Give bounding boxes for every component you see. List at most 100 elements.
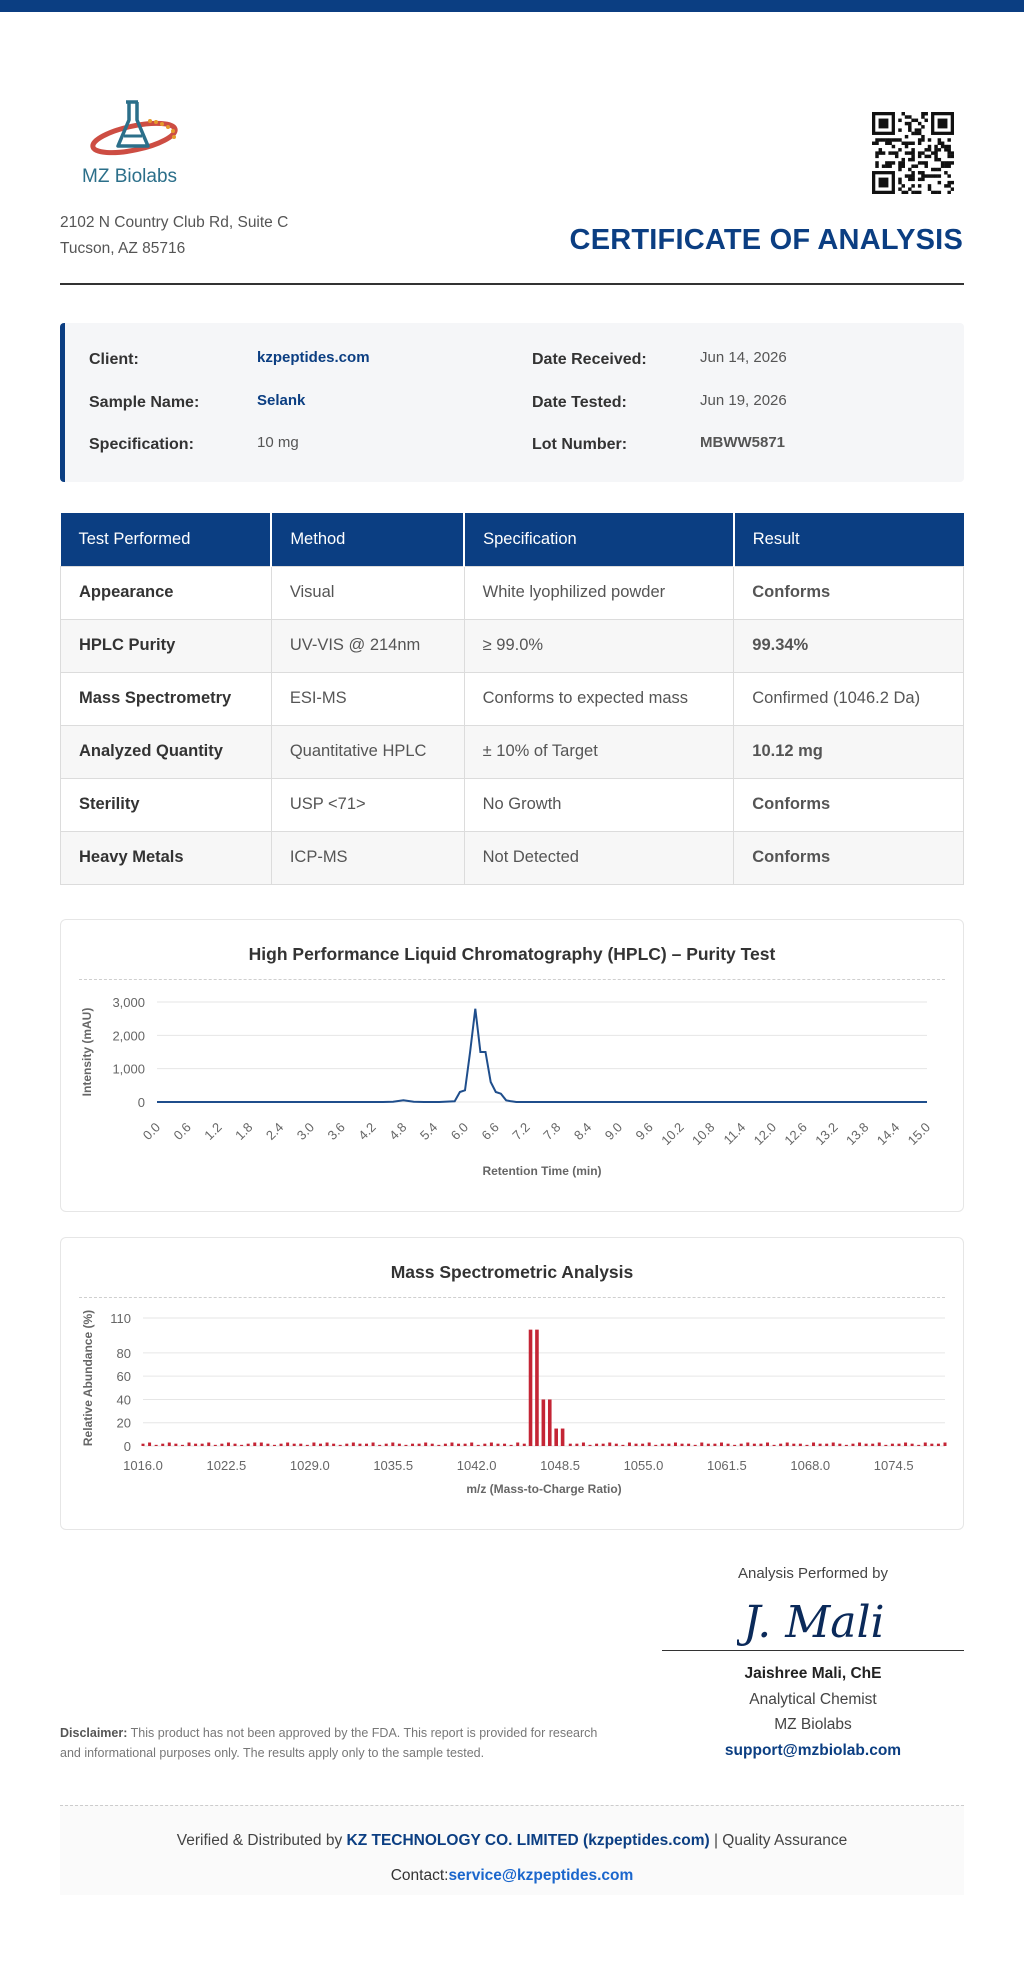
- x-tick-label: 1068.0: [790, 1458, 830, 1473]
- x-tick-label: 11.4: [721, 1120, 749, 1148]
- y-tick-label: 20: [117, 1416, 131, 1431]
- noise-bar: [673, 1442, 677, 1446]
- noise-bar: [351, 1442, 355, 1446]
- qr-module: [944, 148, 948, 152]
- noise-bar: [253, 1442, 257, 1446]
- qr-module: [947, 154, 951, 159]
- test-result: Conforms: [733, 777, 964, 832]
- qr-module: [904, 190, 909, 195]
- client-value[interactable]: kzpeptides.com: [257, 349, 370, 366]
- column-header: Test Performed: [60, 513, 273, 566]
- y-tick-label: 1,000: [112, 1062, 145, 1077]
- qr-module: [937, 148, 942, 152]
- qr-module: [904, 144, 909, 149]
- sample-name-value: Selank: [257, 392, 306, 409]
- noise-bar: [496, 1443, 500, 1446]
- qr-module: [940, 161, 945, 165]
- distributor-name[interactable]: KZ TECHNOLOGY CO. LIMITED (kzpeptides.co…: [346, 1832, 710, 1849]
- qr-module: [908, 174, 912, 178]
- qr-module: [924, 118, 928, 123]
- noise-bar: [877, 1442, 881, 1446]
- qr-module: [891, 144, 896, 149]
- table-header-row: Test Performed Method Specification Resu…: [60, 513, 964, 566]
- noise-bar: [831, 1442, 835, 1446]
- qr-module: [950, 180, 955, 185]
- noise-bar: [614, 1443, 618, 1446]
- peak-bar: [535, 1329, 539, 1446]
- qr-module: [921, 115, 925, 119]
- noise-bar: [266, 1443, 270, 1446]
- noise-bar: [180, 1444, 184, 1446]
- qr-module: [901, 157, 905, 162]
- qr-module: [934, 144, 938, 149]
- qr-module: [917, 141, 922, 145]
- lot-number-label: Lot Number:: [532, 436, 628, 453]
- qr-module: [911, 148, 915, 152]
- noise-bar: [226, 1442, 230, 1446]
- noise-bar: [700, 1442, 704, 1446]
- qr-module: [875, 138, 879, 142]
- address-line-1: 2102 N Country Club Rd, Suite C: [60, 214, 289, 231]
- qr-module: [917, 151, 922, 155]
- qr-module: [911, 164, 915, 168]
- x-tick-label: 12.6: [781, 1120, 810, 1149]
- qr-module: [904, 134, 909, 139]
- qr-module: [904, 121, 909, 126]
- qr-module: [898, 128, 902, 132]
- qr-module: [898, 118, 902, 123]
- contact-email-link[interactable]: service@kzpeptides.com: [448, 1867, 634, 1884]
- noise-bar: [818, 1443, 822, 1446]
- noise-bar: [213, 1444, 217, 1446]
- noise-bar: [240, 1444, 244, 1446]
- x-tick-label: 1.2: [201, 1120, 224, 1143]
- disclaimer: Disclaimer: This product has not been ap…: [60, 1723, 600, 1763]
- x-tick-label: 5.4: [417, 1120, 440, 1143]
- performed-by-label: Analysis Performed by: [737, 1565, 889, 1582]
- qr-finder: [937, 118, 948, 129]
- qr-module: [904, 151, 909, 155]
- qr-module: [947, 138, 951, 142]
- qr-module: [937, 167, 942, 172]
- noise-bar: [713, 1443, 717, 1446]
- qr-module: [950, 151, 955, 155]
- test-name: Sterility: [60, 777, 272, 832]
- x-tick-label: 12.0: [751, 1120, 780, 1149]
- date-tested-label: Date Tested:: [532, 394, 627, 411]
- noise-bar: [660, 1443, 664, 1446]
- qr-module: [924, 164, 928, 168]
- noise-bar: [358, 1443, 362, 1446]
- noise-bar: [917, 1444, 921, 1446]
- qr-module: [937, 174, 942, 178]
- qr-module: [944, 144, 948, 149]
- table-row: Heavy Metals ICP-MS Not Detected Conform…: [60, 830, 964, 885]
- noise-bar: [739, 1443, 743, 1446]
- qr-module: [931, 190, 935, 195]
- noise-bar: [148, 1442, 152, 1446]
- x-tick-label: 14.4: [874, 1120, 903, 1149]
- qr-module: [944, 184, 948, 188]
- qr-module: [908, 141, 912, 145]
- noise-bar: [904, 1442, 908, 1446]
- support-email-link[interactable]: support@mzbiolab.com: [724, 1742, 902, 1759]
- qr-module: [947, 144, 951, 149]
- noise-bar: [272, 1444, 276, 1446]
- peak-bar: [547, 1399, 552, 1446]
- noise-bar: [641, 1443, 645, 1446]
- qr-module: [950, 187, 955, 191]
- qr-module: [927, 138, 932, 142]
- qr-code[interactable]: [872, 112, 955, 195]
- qr-module: [937, 138, 942, 142]
- y-axis-label: Relative Abundance (%): [81, 1310, 95, 1446]
- date-received-label: Date Received:: [532, 351, 647, 368]
- noise-bar: [154, 1444, 158, 1446]
- qr-module: [934, 190, 938, 195]
- x-tick-label: 0.6: [171, 1120, 194, 1143]
- x-tick-label: 10.8: [689, 1120, 718, 1149]
- noise-bar: [706, 1443, 710, 1446]
- qr-module: [947, 164, 951, 168]
- qr-module: [921, 171, 925, 175]
- noise-bar: [766, 1442, 770, 1446]
- lot-number-value: MBWW5871: [700, 434, 786, 451]
- qr-module: [914, 190, 919, 195]
- x-tick-label: 9.6: [633, 1120, 656, 1143]
